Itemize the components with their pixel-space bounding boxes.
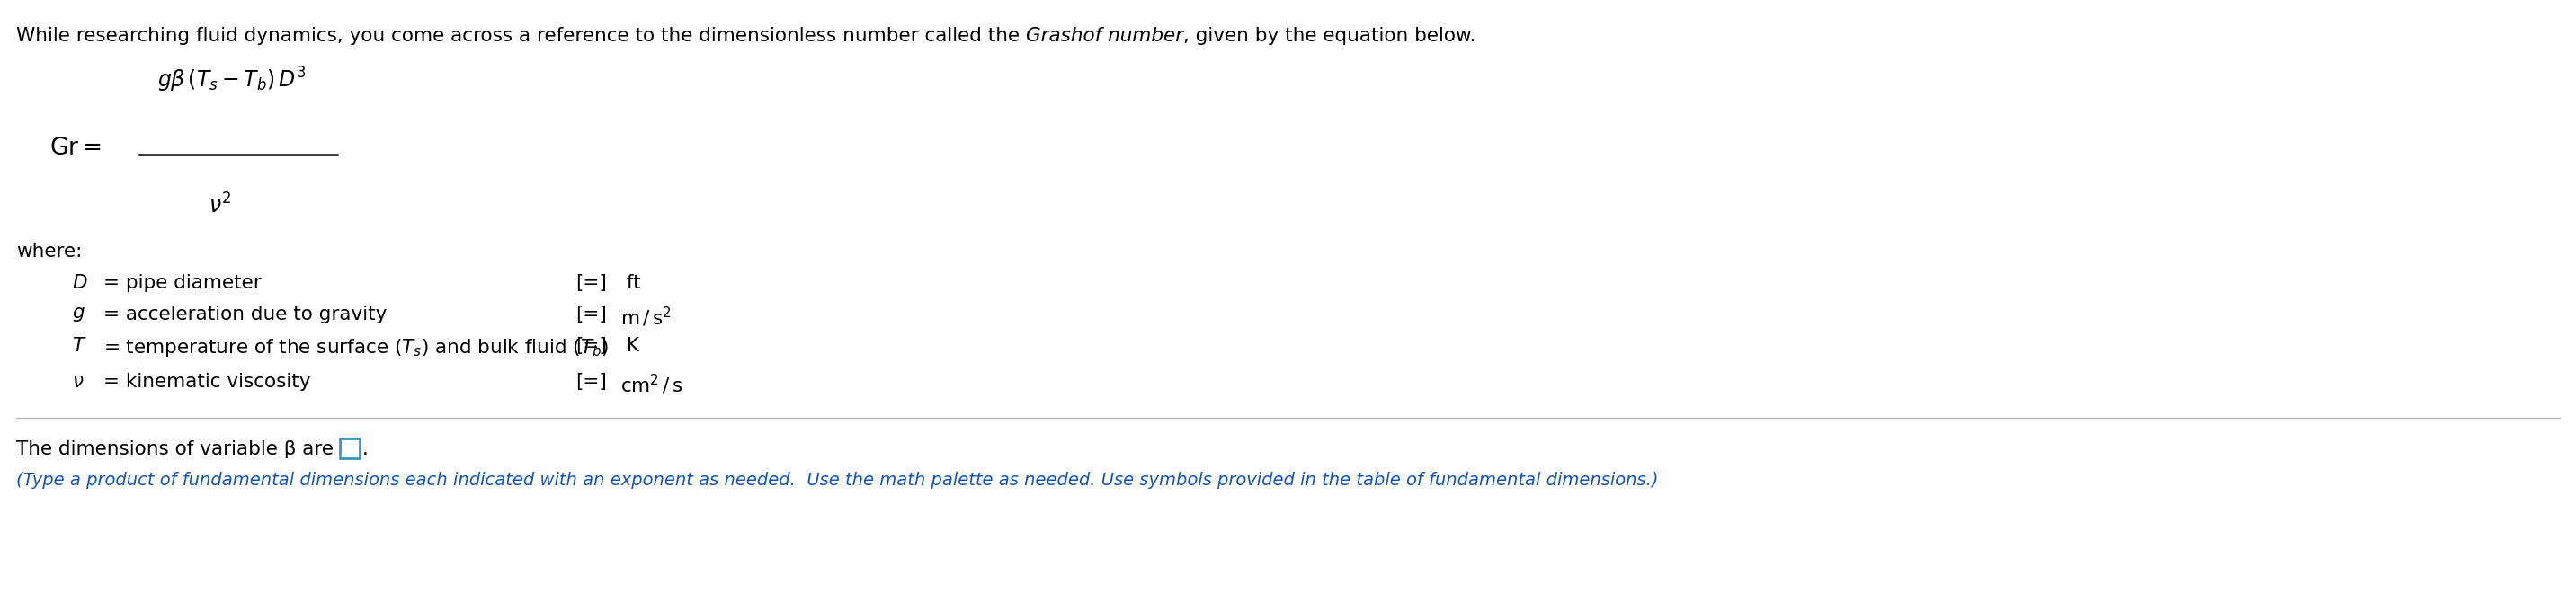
Text: where:: where: [15, 243, 82, 260]
Text: [=]: [=] [574, 373, 608, 391]
Text: , given by the equation below.: , given by the equation below. [1182, 27, 1476, 45]
Text: [=]: [=] [574, 337, 608, 355]
Text: $T$: $T$ [72, 337, 88, 355]
Text: $D$: $D$ [72, 274, 88, 292]
Text: While researching fluid dynamics, you come across a reference to the dimensionle: While researching fluid dynamics, you co… [15, 27, 1025, 45]
Text: (Type a product of fundamental dimensions each indicated with an exponent as nee: (Type a product of fundamental dimension… [15, 472, 1659, 489]
Text: = temperature of the surface ($T_s$) and bulk fluid ($T_b$): = temperature of the surface ($T_s$) and… [103, 337, 608, 359]
Text: K: K [621, 337, 639, 355]
Text: .: . [363, 441, 368, 458]
Text: $\mathrm{m\,/\,s^2}$: $\mathrm{m\,/\,s^2}$ [621, 306, 672, 329]
FancyBboxPatch shape [340, 439, 361, 458]
Text: The dimensions of variable β are: The dimensions of variable β are [15, 441, 340, 458]
Text: $g$: $g$ [72, 306, 85, 323]
Text: $\mathrm{Gr} =$: $\mathrm{Gr} =$ [49, 137, 100, 160]
Text: $g\beta\,(T_s - T_b)\,D^3$: $g\beta\,(T_s - T_b)\,D^3$ [157, 65, 307, 94]
Text: [=]: [=] [574, 306, 608, 323]
Text: ft: ft [621, 274, 641, 292]
Text: [=]: [=] [574, 274, 608, 292]
Text: $\nu$: $\nu$ [72, 373, 85, 391]
Text: $\nu^2$: $\nu^2$ [209, 193, 232, 218]
Text: $\mathrm{cm^2\,/\,s}$: $\mathrm{cm^2\,/\,s}$ [621, 373, 683, 397]
Text: Grashof number: Grashof number [1025, 27, 1182, 45]
Text: = pipe diameter: = pipe diameter [103, 274, 260, 292]
Text: = kinematic viscosity: = kinematic viscosity [103, 373, 312, 391]
Text: = acceleration due to gravity: = acceleration due to gravity [103, 306, 386, 323]
